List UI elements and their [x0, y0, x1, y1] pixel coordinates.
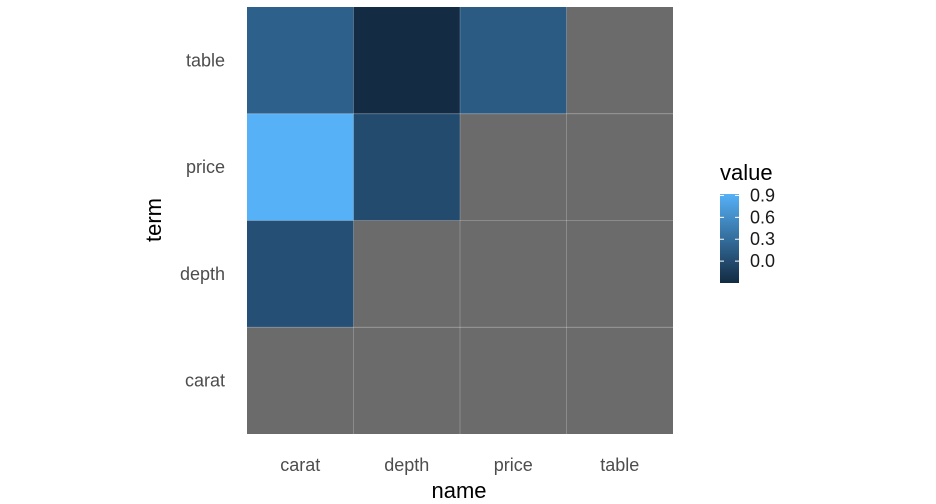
heatmap-cell-price-depth — [460, 220, 567, 328]
y-tick-label-table: table — [186, 50, 225, 70]
panel-gridlines — [247, 7, 673, 434]
heatmap-cell-depth-carat — [353, 327, 460, 434]
heatmap-cell-depth-price — [353, 113, 460, 221]
x-tick-label-carat: carat — [280, 455, 320, 475]
y-axis-title: term — [141, 198, 166, 242]
x-tick-label-price: price — [494, 455, 533, 475]
y-axis-ticks: carat depth price table — [180, 50, 225, 390]
heatmap-cell-table-price — [566, 113, 673, 221]
color-legend: value 0.90.60.30.0 — [720, 160, 775, 283]
legend-ticks: 0.90.60.30.0 — [720, 185, 775, 271]
x-tick-label-depth: depth — [384, 455, 429, 475]
heatmap-cell-price-table — [460, 7, 567, 114]
legend-label: 0.9 — [750, 185, 775, 205]
heatmap-cells — [247, 7, 673, 434]
y-tick-label-price: price — [186, 157, 225, 177]
heatmap-cell-depth-table — [353, 7, 460, 114]
legend-colorbar — [720, 194, 739, 283]
heatmap-cell-carat-carat — [247, 327, 354, 434]
x-axis-title: name — [431, 478, 486, 503]
heatmap-cell-table-table — [566, 7, 673, 114]
heatmap-cell-price-price — [460, 113, 567, 221]
legend-label: 0.6 — [750, 207, 775, 227]
legend-label: 0.3 — [750, 229, 775, 249]
heatmap-cell-table-carat — [566, 327, 673, 434]
y-tick-label-depth: depth — [180, 264, 225, 284]
legend-title: value — [720, 160, 773, 185]
heatmap-cell-carat-price — [247, 113, 354, 221]
y-tick-label-carat: carat — [185, 371, 225, 391]
heatmap-cell-depth-depth — [353, 220, 460, 328]
heatmap-cell-carat-table — [247, 7, 354, 114]
x-axis-ticks: carat depth price table — [280, 455, 639, 475]
heatmap-cell-price-carat — [460, 327, 567, 434]
heatmap-cell-table-depth — [566, 220, 673, 328]
x-tick-label-table: table — [600, 455, 639, 475]
heatmap-cell-carat-depth — [247, 220, 354, 328]
legend-label: 0.0 — [750, 251, 775, 271]
